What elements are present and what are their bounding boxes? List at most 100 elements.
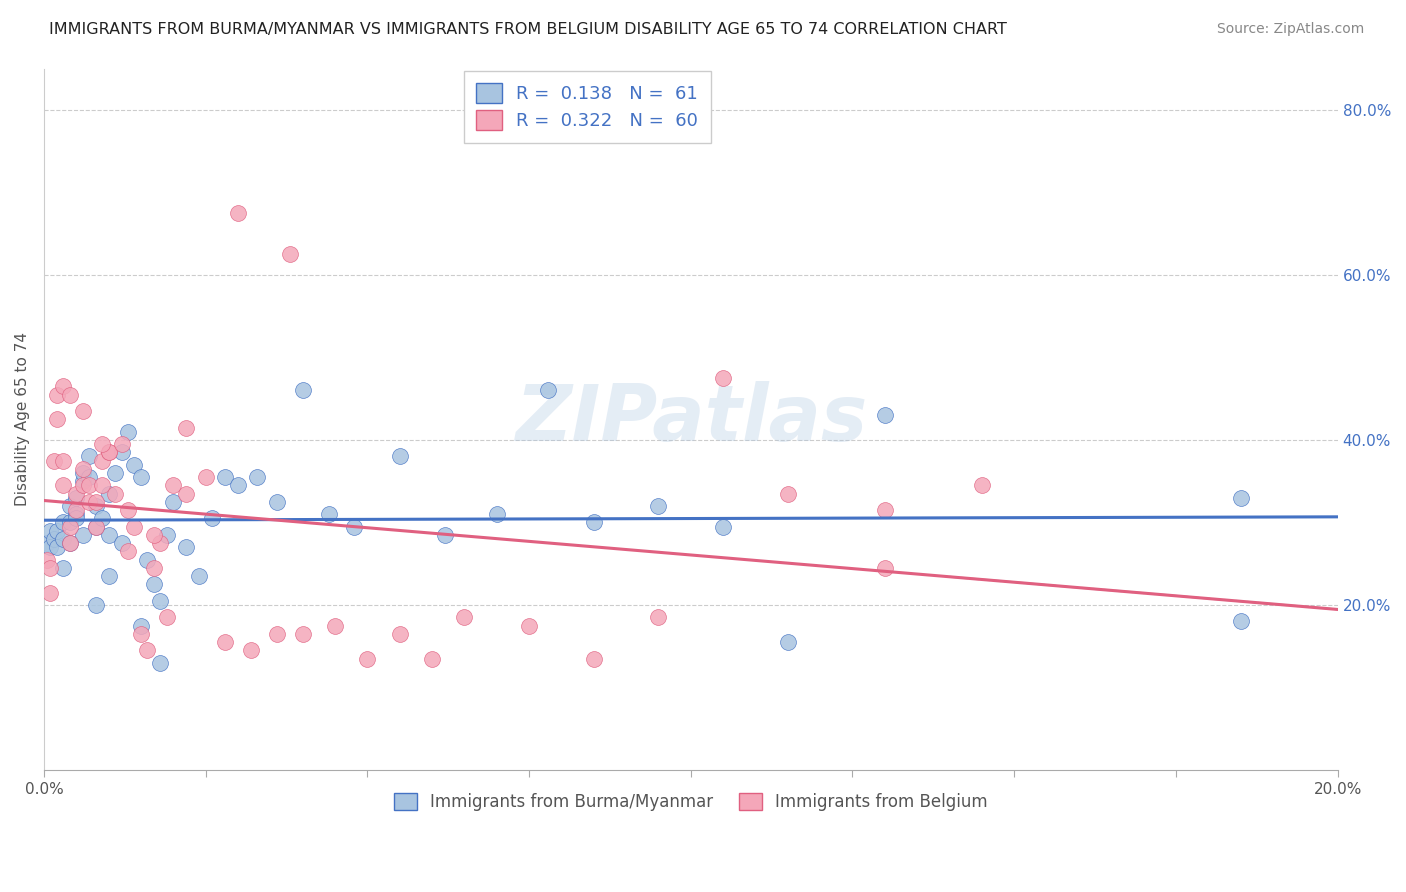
Point — [318, 507, 340, 521]
Point — [59, 536, 82, 550]
Point — [356, 651, 378, 665]
Point — [453, 610, 475, 624]
Point — [84, 519, 107, 533]
Point — [970, 478, 993, 492]
Point — [39, 524, 62, 538]
Point — [188, 569, 211, 583]
Point — [52, 516, 75, 530]
Point — [72, 404, 94, 418]
Point — [537, 384, 560, 398]
Point — [59, 536, 82, 550]
Point — [72, 462, 94, 476]
Point — [110, 445, 132, 459]
Point — [136, 552, 159, 566]
Point — [110, 437, 132, 451]
Point — [91, 478, 114, 492]
Point — [65, 486, 87, 500]
Point — [72, 528, 94, 542]
Point — [37, 552, 59, 566]
Point — [52, 561, 75, 575]
Point — [226, 206, 249, 220]
Point — [72, 474, 94, 488]
Point — [162, 495, 184, 509]
Point — [291, 384, 314, 398]
Point — [117, 544, 139, 558]
Point — [84, 519, 107, 533]
Point — [194, 470, 217, 484]
Point — [42, 453, 65, 467]
Point — [323, 618, 346, 632]
Point — [59, 516, 82, 530]
Point — [59, 519, 82, 533]
Y-axis label: Disability Age 65 to 74: Disability Age 65 to 74 — [15, 332, 30, 507]
Point — [647, 499, 669, 513]
Point — [45, 387, 67, 401]
Point — [711, 371, 734, 385]
Point — [39, 540, 62, 554]
Point — [104, 486, 127, 500]
Point — [65, 511, 87, 525]
Point — [104, 466, 127, 480]
Point — [65, 491, 87, 505]
Point — [97, 528, 120, 542]
Point — [647, 610, 669, 624]
Point — [156, 610, 179, 624]
Point — [77, 470, 100, 484]
Point — [239, 643, 262, 657]
Point — [65, 507, 87, 521]
Point — [77, 450, 100, 464]
Point — [124, 458, 146, 472]
Point — [517, 618, 540, 632]
Point — [91, 453, 114, 467]
Point — [174, 486, 197, 500]
Point — [266, 627, 288, 641]
Point — [156, 528, 179, 542]
Point — [77, 478, 100, 492]
Point — [59, 499, 82, 513]
Point — [266, 495, 288, 509]
Text: ZIPatlas: ZIPatlas — [515, 381, 868, 458]
Point — [84, 499, 107, 513]
Point — [388, 450, 411, 464]
Point — [52, 379, 75, 393]
Point — [72, 478, 94, 492]
Point — [52, 532, 75, 546]
Point — [246, 470, 269, 484]
Point — [110, 536, 132, 550]
Point — [91, 437, 114, 451]
Point — [1229, 491, 1251, 505]
Point — [45, 540, 67, 554]
Point — [711, 519, 734, 533]
Point — [84, 598, 107, 612]
Point — [97, 445, 120, 459]
Point — [52, 478, 75, 492]
Point — [214, 635, 236, 649]
Point — [59, 387, 82, 401]
Point — [117, 425, 139, 439]
Point — [149, 656, 172, 670]
Point — [343, 519, 366, 533]
Point — [201, 511, 224, 525]
Point — [776, 486, 799, 500]
Point — [97, 486, 120, 500]
Point — [873, 408, 896, 422]
Point — [142, 577, 165, 591]
Point — [42, 532, 65, 546]
Point — [84, 495, 107, 509]
Point — [226, 478, 249, 492]
Point — [582, 651, 605, 665]
Point — [873, 503, 896, 517]
Point — [77, 495, 100, 509]
Point — [65, 503, 87, 517]
Point — [124, 519, 146, 533]
Point — [97, 569, 120, 583]
Text: IMMIGRANTS FROM BURMA/MYANMAR VS IMMIGRANTS FROM BELGIUM DISABILITY AGE 65 TO 74: IMMIGRANTS FROM BURMA/MYANMAR VS IMMIGRA… — [49, 22, 1007, 37]
Point — [91, 511, 114, 525]
Point — [291, 627, 314, 641]
Point — [52, 453, 75, 467]
Point — [388, 627, 411, 641]
Point — [149, 536, 172, 550]
Point — [174, 420, 197, 434]
Point — [39, 585, 62, 599]
Point — [45, 524, 67, 538]
